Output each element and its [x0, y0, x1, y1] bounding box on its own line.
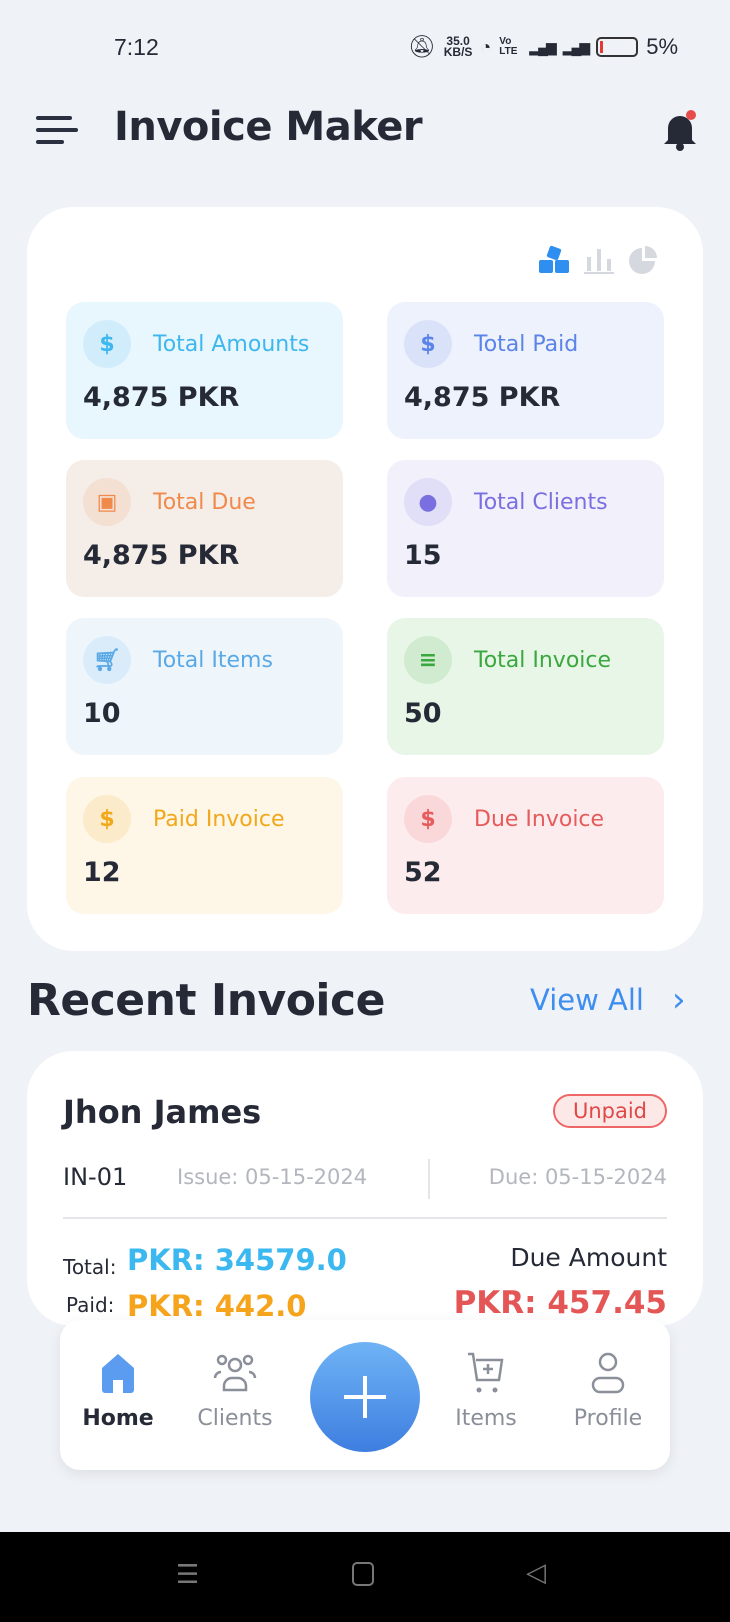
stat-tile[interactable]: $ Paid Invoice 12: [66, 777, 343, 914]
nav-clients[interactable]: Clients: [185, 1350, 285, 1431]
cart-icon: 🛒︎: [83, 636, 131, 684]
view-all-link[interactable]: View All: [530, 983, 644, 1017]
status-bar: 7:12 🔕︎ 35.0 KB/S ◔ Vo LTE ▂▄▆ ▂▄▆ 5%: [0, 34, 730, 68]
recent-invoice-title: Recent Invoice: [27, 975, 385, 1026]
view-switcher: [537, 245, 659, 275]
issue-date: Issue: 05-15-2024: [177, 1165, 368, 1189]
stat-value: 4,875 PKR: [404, 382, 561, 413]
mute-icon: 🔕︎: [407, 34, 436, 59]
cash-due-icon: ▣: [83, 478, 131, 526]
paid-amount: PKR: 442.0: [127, 1289, 307, 1323]
page-title: Invoice Maker: [114, 104, 423, 150]
stat-tile[interactable]: $ Total Amounts 4,875 PKR: [66, 302, 343, 439]
stat-label: Total Items: [153, 648, 273, 673]
nav-home[interactable]: Home: [68, 1350, 168, 1431]
stats-card: $ Total Amounts 4,875 PKR $ Total Paid 4,…: [27, 207, 703, 951]
hand-coin-icon: $: [404, 320, 452, 368]
system-nav-bar: ☰ ◁: [0, 1532, 730, 1622]
stat-value: 52: [404, 857, 442, 888]
divider: [428, 1159, 430, 1199]
plus-icon: [344, 1376, 386, 1418]
wifi-icon: ◔: [480, 36, 492, 57]
notification-bell-icon[interactable]: [660, 108, 700, 152]
status-badge: Unpaid: [552, 1094, 667, 1128]
home-system-icon[interactable]: [352, 1562, 374, 1586]
stat-label: Total Paid: [474, 332, 579, 357]
volte-label: Vo LTE: [499, 36, 518, 57]
total-amount: PKR: 34579.0: [127, 1243, 347, 1277]
stat-label: Total Invoice: [474, 648, 612, 673]
signal-icon: ▂▄▆: [529, 38, 556, 55]
clients-icon: [213, 1354, 257, 1392]
invoice-number: IN-01: [63, 1163, 128, 1191]
stat-label: Total Due: [153, 490, 256, 515]
stat-value: 50: [404, 698, 442, 729]
stat-label: Total Clients: [474, 490, 608, 515]
menu-icon[interactable]: [36, 116, 78, 152]
stat-tile[interactable]: $ Due Invoice 52: [387, 777, 664, 914]
recents-icon[interactable]: ☰: [176, 1560, 200, 1590]
chevron-right-icon[interactable]: ›: [672, 980, 686, 1020]
add-invoice-button[interactable]: [310, 1342, 420, 1452]
due-invoice-icon: $: [404, 795, 452, 843]
stat-tile[interactable]: ▣ Total Due 4,875 PKR: [66, 460, 343, 597]
battery-icon: [596, 37, 639, 57]
paid-invoice-icon: $: [83, 795, 131, 843]
due-amount: PKR: 457.45: [453, 1285, 667, 1321]
paid-label: Paid:: [66, 1293, 115, 1317]
nav-items[interactable]: Items: [436, 1350, 536, 1431]
invoice-card[interactable]: Jhon James Unpaid IN-01 Issue: 05-15-202…: [27, 1051, 703, 1326]
stat-value: 12: [83, 857, 121, 888]
client-name: Jhon James: [63, 1093, 262, 1131]
stat-value: 4,875 PKR: [83, 382, 240, 413]
stat-value: 10: [83, 698, 121, 729]
due-date: Due: 05-15-2024: [488, 1165, 667, 1189]
pie-chart-icon[interactable]: [627, 245, 659, 275]
money-bag-icon: $: [83, 320, 131, 368]
stat-tile[interactable]: ● Total Clients 15: [387, 460, 664, 597]
due-amount-label: Due Amount: [510, 1243, 667, 1272]
nav-profile[interactable]: Profile: [558, 1350, 658, 1431]
stat-label: Total Amounts: [153, 332, 310, 357]
back-icon[interactable]: ◁: [526, 1558, 546, 1588]
stat-tile[interactable]: 🛒︎ Total Items 10: [66, 618, 343, 755]
stat-value: 15: [404, 540, 442, 571]
separator: [63, 1217, 667, 1219]
battery-percent: 5%: [646, 34, 678, 59]
profile-icon: [591, 1352, 625, 1394]
stat-tile[interactable]: $ Total Paid 4,875 PKR: [387, 302, 664, 439]
group-icon: ●: [404, 478, 452, 526]
home-icon: [102, 1354, 134, 1393]
clock: 7:12: [114, 34, 159, 60]
receipt-icon: ≡: [404, 636, 452, 684]
bar-chart-icon[interactable]: [583, 245, 615, 275]
stat-label: Due Invoice: [474, 807, 605, 832]
total-label: Total:: [63, 1255, 117, 1279]
stat-value: 4,875 PKR: [83, 540, 240, 571]
stat-label: Paid Invoice: [153, 807, 285, 832]
cart-icon: [468, 1352, 504, 1393]
signal-icon-2: ▂▄▆: [562, 38, 590, 55]
grid-view-icon[interactable]: [537, 245, 571, 275]
stat-tile[interactable]: ≡ Total Invoice 50: [387, 618, 664, 755]
net-speed: 35.0 KB/S: [443, 34, 473, 59]
